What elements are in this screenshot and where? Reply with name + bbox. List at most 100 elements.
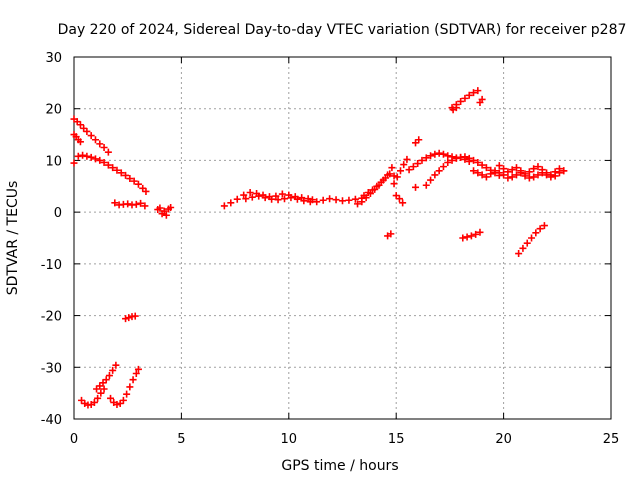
- data-point: [369, 186, 377, 194]
- data-point: [439, 163, 447, 171]
- data-point: [83, 152, 91, 160]
- data-point: [399, 199, 407, 207]
- data-point: [525, 174, 533, 182]
- data-point: [457, 97, 465, 105]
- data-point: [495, 162, 503, 170]
- data-point: [313, 198, 321, 206]
- data-point: [538, 166, 546, 174]
- data-point: [388, 164, 396, 172]
- series-arc-x: [459, 228, 484, 242]
- data-point: [508, 166, 516, 174]
- series-arc-b: [70, 115, 112, 156]
- data-point: [119, 396, 127, 404]
- data-point: [293, 195, 301, 203]
- data-point: [482, 173, 490, 181]
- data-point: [137, 199, 145, 207]
- x-tick-label: 5: [177, 432, 185, 447]
- data-point: [386, 170, 394, 178]
- data-point: [409, 163, 417, 171]
- data-point: [134, 365, 142, 373]
- series-arc-d: [111, 199, 149, 210]
- data-point: [467, 232, 475, 240]
- data-point: [415, 136, 423, 144]
- data-point: [326, 195, 334, 203]
- series-arc-p: [392, 192, 407, 207]
- data-point: [142, 187, 150, 195]
- data-point: [452, 154, 460, 162]
- data-point: [396, 167, 404, 175]
- data-point: [457, 153, 465, 161]
- data-point: [268, 195, 276, 203]
- data-point: [96, 156, 104, 164]
- series-arc-a: [70, 151, 150, 195]
- data-point: [530, 165, 538, 173]
- series-arc-n: [360, 170, 398, 200]
- series-arc-t: [495, 162, 568, 179]
- data-point: [508, 173, 516, 181]
- data-point: [104, 148, 112, 156]
- data-point: [242, 195, 250, 203]
- data-point: [478, 161, 486, 169]
- data-point: [551, 168, 559, 176]
- data-point: [373, 182, 381, 190]
- data-point: [465, 91, 473, 99]
- data-point: [525, 168, 533, 176]
- data-point: [91, 136, 99, 144]
- data-point: [104, 161, 112, 169]
- data-point: [512, 171, 520, 179]
- data-point: [547, 171, 555, 179]
- data-point: [400, 161, 408, 169]
- data-point: [100, 144, 108, 151]
- data-point: [521, 170, 529, 178]
- data-point: [97, 389, 105, 397]
- data-point: [358, 198, 366, 206]
- y-tick-label: -30: [41, 361, 62, 376]
- data-point: [534, 163, 542, 171]
- x-tick-label: 15: [388, 432, 405, 447]
- data-point: [87, 153, 95, 161]
- x-tick-label: 20: [495, 432, 512, 447]
- data-point: [414, 160, 422, 168]
- data-point: [233, 195, 241, 203]
- data-point: [141, 202, 149, 210]
- series-arc-z: [412, 136, 423, 147]
- data-point: [504, 174, 512, 182]
- data-point: [519, 244, 527, 252]
- series-arc-v: [476, 95, 486, 107]
- y-tick-label: -20: [41, 310, 62, 325]
- data-point: [487, 170, 495, 178]
- data-point: [517, 167, 525, 175]
- data-point: [478, 95, 486, 103]
- data-point: [405, 166, 413, 174]
- data-point: [126, 175, 134, 183]
- data-point: [474, 169, 482, 177]
- data-point: [112, 361, 120, 369]
- series-arc-r: [422, 153, 473, 189]
- y-tick-label: -10: [41, 258, 62, 273]
- series-arc-e: [154, 203, 175, 219]
- series-arc-c: [70, 131, 84, 146]
- data-point: [96, 140, 104, 148]
- data-point: [83, 127, 91, 135]
- data-point: [448, 156, 456, 164]
- data-point: [463, 233, 471, 241]
- data-point: [248, 193, 256, 201]
- data-point: [444, 152, 452, 160]
- data-point: [504, 168, 512, 176]
- data-point: [444, 158, 452, 166]
- data-point: [482, 164, 490, 172]
- data-point: [124, 200, 132, 208]
- data-point: [76, 121, 84, 129]
- data-point: [109, 366, 117, 374]
- data-point: [478, 171, 486, 179]
- data-point: [474, 87, 482, 95]
- data-point: [130, 177, 138, 185]
- chart-title: Day 220 of 2024, Sidereal Day-to-day VTE…: [58, 22, 627, 38]
- data-point: [167, 203, 175, 211]
- y-tick-label: 10: [45, 154, 62, 169]
- data-point: [435, 149, 443, 157]
- data-point: [274, 196, 282, 204]
- data-point: [107, 394, 115, 402]
- data-point: [255, 192, 263, 200]
- data-point: [354, 200, 362, 208]
